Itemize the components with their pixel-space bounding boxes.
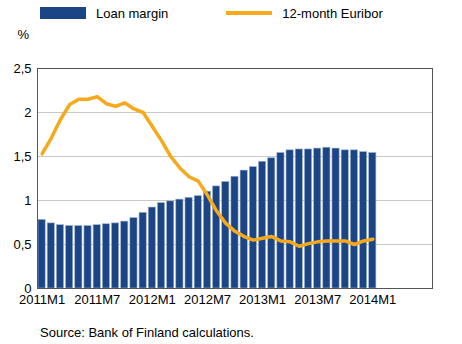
html-text:12-month Euribor: 12-month Euribor — [282, 5, 383, 21]
html-text:Source: Bank of Finland calcul: Source: Bank of Finland calculations. — [40, 325, 254, 340]
svg-text:2013M1: 2013M1 — [239, 292, 286, 307]
svg-text:1,5: 1,5 — [13, 149, 31, 164]
svg-text:0,5: 0,5 — [13, 237, 31, 252]
svg-text:2013M7: 2013M7 — [294, 292, 341, 307]
svg-text:2012M7: 2012M7 — [184, 292, 231, 307]
svg-text:2: 2 — [24, 105, 31, 120]
svg-text:2,5: 2,5 — [13, 61, 31, 76]
svg-text:2011M7: 2011M7 — [74, 292, 120, 307]
svg-text:%: % — [18, 27, 30, 42]
svg-text:2014M1: 2014M1 — [349, 292, 396, 307]
html-text:Loan margin: Loan margin — [96, 5, 169, 21]
svg-text:0: 0 — [24, 280, 32, 296]
svg-text:1: 1 — [24, 193, 31, 208]
svg-text:2012M1: 2012M1 — [129, 292, 176, 307]
svg-text:2011M1: 2011M1 — [19, 292, 65, 307]
